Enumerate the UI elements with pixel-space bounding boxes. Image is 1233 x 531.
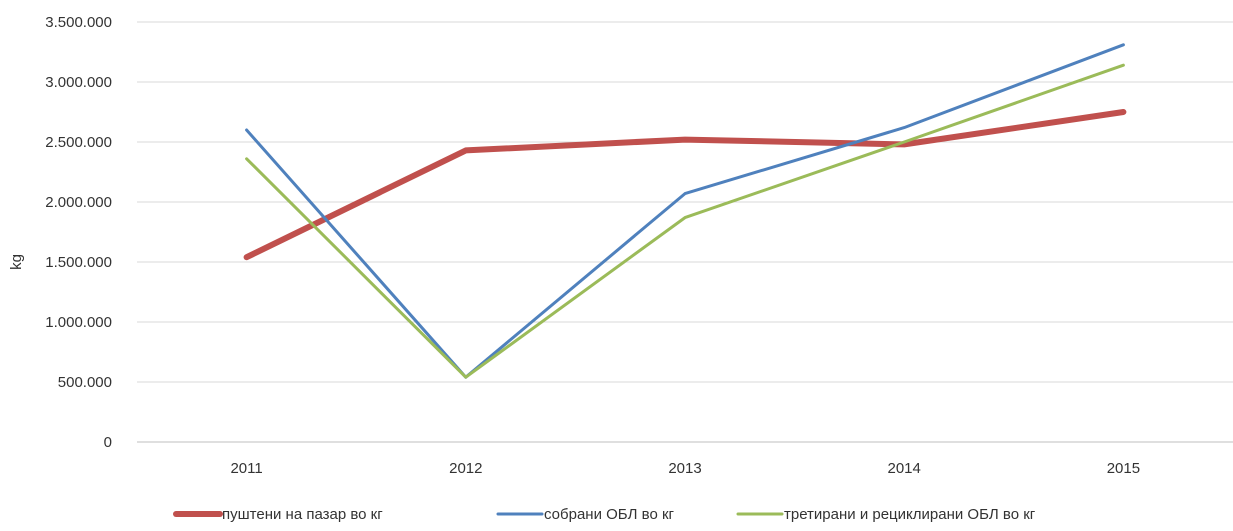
x-tick-label: 2013 xyxy=(668,460,701,477)
legend-label: пуштени на пазар во кг xyxy=(222,506,383,523)
y-tick-label: 3.000.000 xyxy=(45,74,112,91)
x-tick-label: 2011 xyxy=(230,460,262,477)
x-tick-label: 2015 xyxy=(1107,460,1140,477)
legend: пуштени на пазар во кг собрани ОБЛ во кг т… xyxy=(173,506,1036,523)
series-line-3 xyxy=(245,63,1125,379)
y-tick-label: 500.000 xyxy=(58,374,112,391)
series-line-2 xyxy=(245,43,1125,379)
y-tick-label: 3.500.000 xyxy=(45,14,112,31)
y-tick-label: 2.000.000 xyxy=(45,194,112,211)
y-axis-ticks: 0 500.000 1.000.000 1.500.000 2.000.000 2.500… xyxy=(45,14,112,451)
x-tick-label: 2012 xyxy=(449,460,482,477)
legend-label: третирани и рециклирани ОБЛ во кг xyxy=(784,506,1036,523)
y-axis-label: kg xyxy=(8,254,25,270)
x-tick-label: 2014 xyxy=(888,460,921,477)
series-lines xyxy=(243,43,1127,379)
y-tick-label: 1.000.000 xyxy=(45,314,112,331)
y-tick-label: 2.500.000 xyxy=(45,134,112,151)
x-axis-ticks: 2011 2012 2013 2014 2015 xyxy=(230,460,1140,477)
series-line-1 xyxy=(243,109,1127,261)
y-tick-label: 1.500.000 xyxy=(45,254,112,271)
legend-label: собрани ОБЛ во кг xyxy=(544,506,675,523)
y-tick-label: 0 xyxy=(104,434,112,451)
